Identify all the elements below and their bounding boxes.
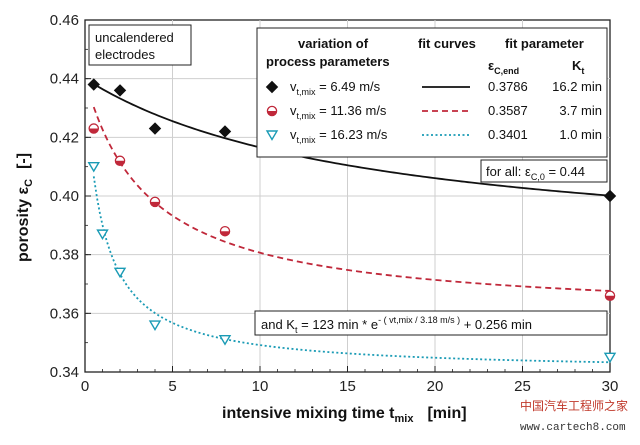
x-tick-label: 15 [339,378,356,395]
x-tick-labels: 0 5 10 15 20 25 30 [81,378,619,395]
data-point-s2 [149,196,161,208]
data-point-s3 [148,320,162,331]
y-tick-label: 0.44 [50,71,79,88]
axis-ticks [84,19,611,373]
legend-eps-1: 0.3786 [488,79,528,94]
legend-marker-2 [266,105,278,117]
legend-header-variation: variation of [298,36,369,51]
data-point-s2 [604,290,616,301]
data-point-s3 [218,335,232,346]
for-all-label: for all: εC,0 = 0.44 [486,164,585,182]
corner-note-line1: uncalendered [95,30,174,45]
legend-header-fit-parameter: fit parameter [505,36,584,51]
x-axis-label: intensive mixing time tmix [min] [222,405,467,425]
legend-header-process: process parameters [266,54,390,69]
data-point-s2 [88,123,100,134]
legend-label-3: vt,mix = 16.23 m/s [290,127,388,145]
legend-rows: vt,mix = 6.49 m/s 0.3786 16.2 min vt,mix = … [265,79,602,145]
data-point-s2 [219,225,231,237]
legend-marker-3 [265,130,279,141]
y-tick-label: 0.38 [50,247,79,264]
formula-label: and Kt = 123 min * e- ( vt,mix / 3.18 m/… [261,315,532,335]
legend-label-2: vt,mix = 11.36 m/s [290,103,387,121]
data-point-s1 [113,84,127,97]
corner-note-box [88,24,192,66]
watermark-cn: 中国汽车工程师之家 [520,398,628,413]
fit-curve-2 [92,106,611,292]
y-tick-label: 0.34 [50,364,79,381]
legend-header-fit-curves: fit curves [418,36,476,51]
data-point-s2 [114,155,126,167]
legend-kt-3: 1.0 min [559,127,602,142]
x-tick-label: 0 [81,378,89,395]
legend-eps-2: 0.3587 [488,103,528,118]
legend-header-kt: Kt [572,58,584,76]
legend-header-eps-end: εC,end [488,58,519,76]
x-tick-label: 10 [252,378,269,395]
y-tick-label: 0.46 [50,12,79,29]
data-point-s3 [113,267,127,279]
data-point-s1 [603,189,617,203]
y-tick-label: 0.36 [50,305,79,322]
y-tick-label: 0.42 [50,129,79,146]
y-tick-label: 0.40 [50,188,79,205]
data-points [87,78,617,364]
data-point-s3 [96,229,109,241]
x-tick-label: 25 [514,378,531,395]
legend-marker-1 [265,80,279,94]
fit-curves [92,83,611,364]
legend-kt-2: 3.7 min [559,103,602,118]
y-axis-label: porosity εC[-] [15,153,35,262]
x-tick-label: 5 [168,378,176,395]
data-point-s1 [87,78,100,91]
data-point-s1 [218,125,232,138]
y-tick-labels: 0.34 0.36 0.38 0.40 0.42 0.44 0.46 [50,12,79,381]
x-tick-label: 20 [427,378,444,395]
formula-box [254,310,608,336]
fit-curve-1 [93,83,611,197]
for-all-box [480,159,608,183]
data-point-s3 [87,161,100,173]
corner-note-line2: electrodes [95,47,155,62]
legend-eps-3: 0.3401 [488,127,528,142]
x-tick-label: 30 [602,378,619,395]
legend-label-1: vt,mix = 6.49 m/s [290,79,381,97]
data-point-s3 [603,352,617,364]
data-point-s1 [148,122,162,135]
legend-kt-1: 16.2 min [552,79,602,94]
watermark-url: www.cartech8.com [520,422,626,434]
